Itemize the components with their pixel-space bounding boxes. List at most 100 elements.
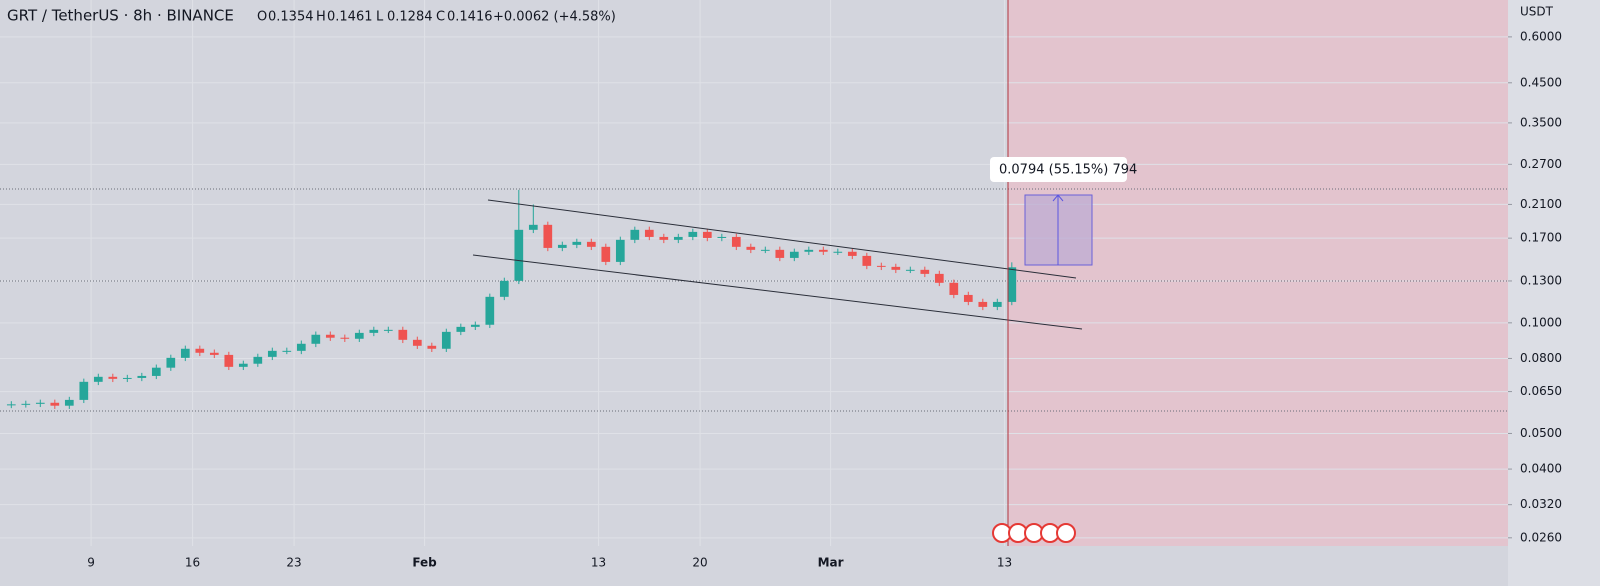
candle-body	[615, 239, 625, 262]
candle-body	[833, 251, 843, 253]
candle-body	[282, 350, 292, 352]
candle-body	[644, 229, 654, 237]
candle-body	[137, 375, 147, 378]
y-tick-label: 0.0320	[1520, 497, 1562, 511]
candle-body	[760, 249, 770, 251]
candle-body	[93, 376, 103, 382]
y-tick-label: 0.3500	[1520, 115, 1562, 129]
candle-body	[151, 367, 161, 376]
candle-body	[398, 329, 408, 340]
candle-body	[557, 244, 567, 248]
candles	[6, 189, 1017, 409]
candle-body	[659, 236, 669, 240]
event-icons	[992, 523, 1076, 543]
ohlc-value: 0.1354	[268, 10, 314, 25]
ohlc-value: 0.1284	[387, 10, 433, 25]
x-tick-label: 20	[692, 556, 707, 570]
candle-body	[804, 249, 814, 252]
x-tick-label: 23	[286, 556, 301, 570]
candle-body	[963, 294, 973, 302]
candle-body	[340, 337, 350, 339]
candle-body	[978, 301, 988, 307]
ohlc-key: L	[376, 10, 384, 25]
candle-body	[456, 326, 466, 332]
candle-body	[354, 332, 364, 339]
candle-body	[862, 255, 872, 266]
chart-title: GRT / TetherUS · 8h · BINANCE	[7, 7, 234, 25]
candle-body	[688, 231, 698, 237]
x-tick-label: 13	[591, 556, 606, 570]
measure-label-box	[990, 157, 1127, 182]
candle-body	[528, 224, 538, 230]
candle-body	[630, 229, 640, 240]
candle-body	[369, 329, 379, 333]
candle-body	[775, 249, 785, 258]
change: +0.0062 (+4.58%)	[493, 10, 616, 25]
candle-body	[891, 266, 901, 270]
channel-lower	[472, 254, 1083, 330]
candle-body	[427, 345, 437, 349]
ohlc-key: H	[316, 10, 326, 25]
candle-body	[238, 363, 248, 367]
candle-body	[992, 301, 1002, 307]
y-tick-label: 0.1700	[1520, 231, 1562, 245]
candle-body	[253, 356, 263, 364]
x-tick-label: 9	[87, 556, 95, 570]
candle-body	[847, 251, 857, 256]
event-icon	[1056, 523, 1076, 543]
candle-body	[21, 403, 31, 405]
y-tick-label: 0.2700	[1520, 157, 1562, 171]
candle-body	[731, 236, 741, 247]
candle-body	[499, 280, 509, 297]
candle-body	[586, 241, 596, 247]
candle-body	[296, 343, 306, 351]
candle-body	[64, 399, 74, 406]
candle-body	[702, 231, 712, 238]
candle-body	[717, 236, 727, 238]
candle-body	[905, 269, 915, 271]
candle-body	[572, 241, 582, 245]
candle-body	[441, 331, 451, 349]
candle-body	[543, 224, 553, 248]
candle-body	[1007, 267, 1017, 302]
candle-body	[166, 357, 176, 368]
y-tick-label: 0.4500	[1520, 75, 1562, 89]
candle-body	[876, 265, 886, 267]
candle-body	[122, 377, 132, 379]
ohlc-value: 0.1461	[327, 10, 373, 25]
y-tick-label: 0.1000	[1520, 315, 1562, 329]
candle-body	[325, 334, 335, 338]
candle-body	[267, 350, 277, 357]
candle-body	[412, 339, 422, 346]
price-axis-background	[1508, 0, 1600, 586]
x-tick-label: Feb	[412, 556, 437, 570]
measure-label: 0.0794 (55.15%) 794	[999, 163, 1137, 178]
candle-body	[673, 236, 683, 240]
candle-body	[50, 402, 60, 406]
y-unit: USDT	[1520, 5, 1554, 19]
candle-body	[920, 269, 930, 274]
future-zone	[1008, 0, 1508, 546]
y-tick-label: 0.2100	[1520, 197, 1562, 211]
candle-body	[79, 381, 89, 400]
candle-body	[485, 296, 495, 325]
y-tick-label: 0.0400	[1520, 462, 1562, 476]
ohlc-key: C	[436, 10, 445, 25]
x-tick-label: Mar	[818, 556, 844, 570]
y-tick-label: 0.1300	[1520, 273, 1562, 287]
candle-body	[746, 246, 756, 250]
ohlc-key: O	[257, 10, 267, 25]
candle-body	[818, 249, 828, 252]
measure-arrow-head	[1052, 194, 1064, 202]
candle-body	[470, 324, 480, 327]
candle-body	[949, 282, 959, 295]
candle-body	[934, 273, 944, 283]
candle-body	[311, 334, 321, 344]
y-tick-label: 0.0260	[1520, 530, 1562, 544]
channel-upper	[487, 199, 1077, 279]
candle-body	[108, 376, 118, 379]
y-tick-label: 0.0500	[1520, 426, 1562, 440]
ohlc-value: 0.1416	[447, 10, 493, 25]
candle-body	[383, 329, 393, 331]
